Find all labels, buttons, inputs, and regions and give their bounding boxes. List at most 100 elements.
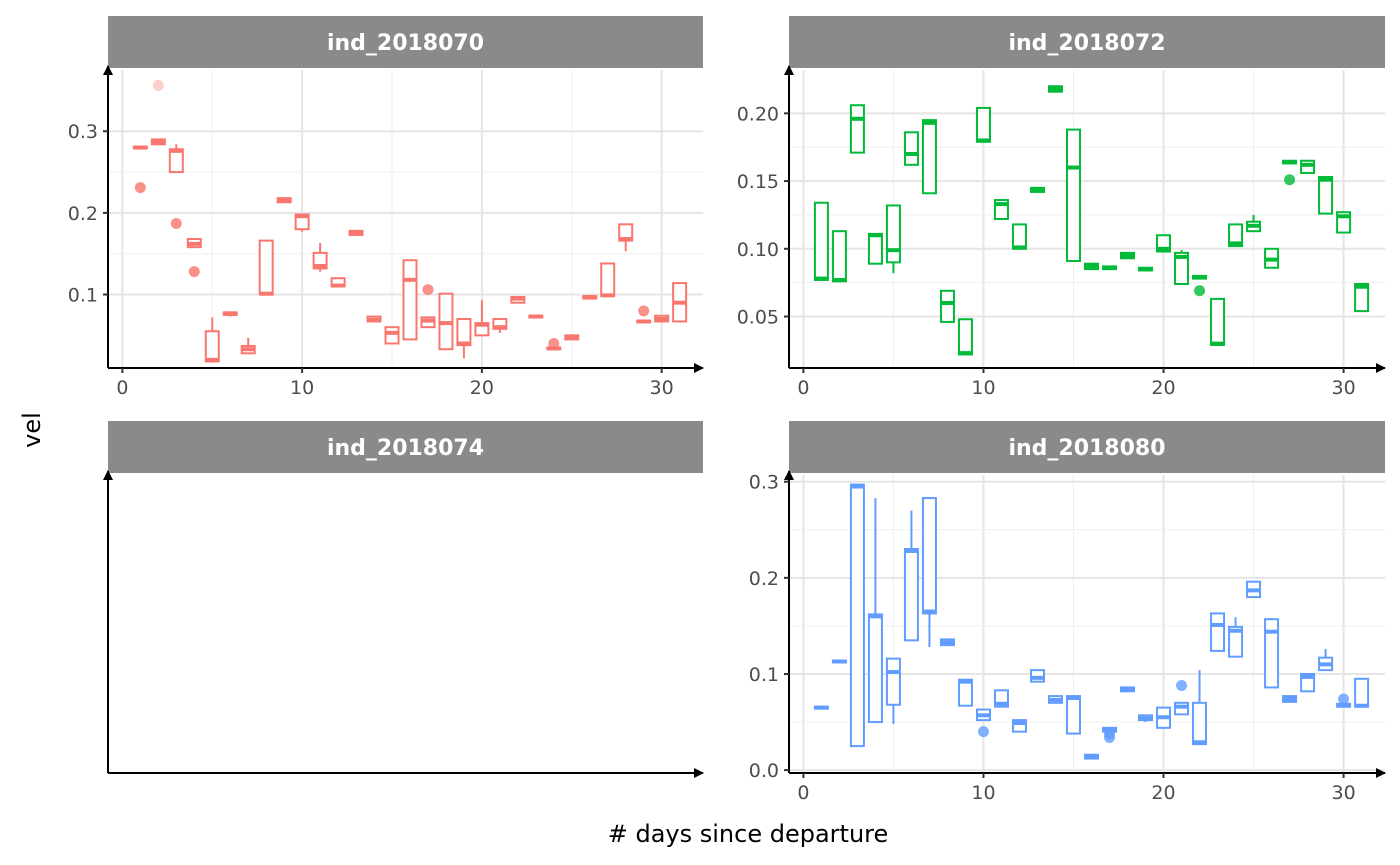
facet-strip-label: ind_2018080 [1008,436,1165,461]
box-day-23 [1210,297,1226,346]
box-iqr [1065,128,1081,262]
facet-strip [789,421,1385,473]
box-iqr [384,326,400,345]
box-day-31 [1354,677,1370,708]
box-iqr [1300,159,1316,174]
box-day-29 [636,319,652,324]
box-iqr [903,548,919,642]
box-day-26 [582,294,598,300]
box-iqr [1011,719,1027,733]
box-iqr [402,259,418,341]
y-tick-label: 0.20 [737,103,779,125]
box-day-7 [240,337,256,355]
box-day-2 [831,659,847,664]
box-day-28 [1300,159,1316,174]
box-day-18 [1120,251,1136,260]
box-day-8 [939,638,955,647]
x-tick-label: 20 [1151,782,1175,804]
box-iqr [1210,612,1226,652]
facet-strip [108,16,703,68]
box-day-18 [1120,686,1136,693]
box-iqr [957,318,973,356]
x-tick-label: 0 [116,377,128,399]
box-iqr [885,204,901,264]
box-day-3 [849,483,865,748]
box-iqr [921,119,937,195]
box-day-12 [330,277,346,288]
box-day-1 [813,705,829,710]
box-day-5 [885,204,901,274]
x-axis-title: # days since departure [608,820,889,848]
box-day-4 [867,232,883,265]
box-iqr [939,289,955,323]
y-tick-label: 0.2 [68,203,98,225]
box-iqr [1210,297,1226,346]
y-tick-label: 0.15 [737,171,779,193]
facet-panel-ind_2018074: ind_2018074 [103,421,704,778]
x-tick-label: 10 [971,377,995,399]
box-day-13 [1029,669,1045,683]
outlier-point [188,266,200,278]
y-tick-label: 0.10 [737,239,779,261]
box-day-4 [867,498,883,724]
box-iqr [831,230,847,283]
box-day-17 [1102,265,1118,271]
y-tick-label: 0.3 [749,472,779,494]
facet-strip-label: ind_2018070 [327,31,484,56]
box-day-5 [885,657,901,724]
y-tick-label: 0.0 [749,760,779,782]
y-tick-label: 0.3 [68,121,98,143]
box-day-24 [1228,617,1244,658]
box-day-28 [618,223,634,252]
box-day-2 [150,138,166,146]
box-day-11 [993,199,1009,220]
box-day-25 [1246,580,1262,599]
y-tick-label: 0.1 [68,285,98,307]
box-day-16 [1084,262,1100,271]
box-day-7 [921,497,937,648]
facet-panel-ind_2018072: ind_2018072 0 10 20 30 0.05 0.10 0.15 0.20 [737,16,1386,399]
box-iqr [456,318,472,347]
box-day-1 [813,201,829,281]
box-day-9 [957,678,973,707]
box-day-16 [1084,753,1100,760]
box-day-21 [1174,701,1190,716]
box-day-12 [1011,719,1027,733]
box-day-14 [1047,85,1063,93]
box-iqr [1065,695,1081,735]
box-iqr [975,106,991,143]
box-iqr [885,657,901,706]
box-day-25 [1246,214,1262,233]
box-day-29 [1318,648,1334,672]
box-day-26 [1264,618,1280,689]
box-iqr [867,232,883,265]
facet-panel-ind_2018070: ind_2018070 0 10 20 30 0.1 0.2 0.3 [68,16,704,399]
x-tick-label: 10 [971,782,995,804]
outlier-point [977,726,989,738]
box-day-13 [348,229,364,236]
box-iqr [867,613,883,724]
facet-strip-label: ind_2018072 [1008,31,1165,56]
box-iqr [903,131,919,166]
box-day-27 [1282,159,1298,165]
box-day-15 [1065,695,1081,735]
box-iqr [258,239,274,296]
facet-strip-label: ind_2018074 [327,436,484,461]
box-day-9 [276,197,292,204]
outlier-point [1284,174,1296,186]
box-day-15 [384,326,400,345]
box-day-31 [1354,283,1370,313]
box-day-6 [903,510,919,642]
y-tick-label: 0.1 [749,664,779,686]
box-day-24 [1228,223,1244,248]
box-day-6 [222,311,238,317]
y-axis-title: vel [18,412,46,448]
box-day-5 [204,317,220,363]
box-day-11 [993,689,1009,708]
box-day-23 [1210,612,1226,652]
box-day-30 [1336,211,1352,234]
box-day-3 [168,144,184,174]
outlier-point [1338,693,1350,705]
box-day-27 [1282,695,1298,703]
